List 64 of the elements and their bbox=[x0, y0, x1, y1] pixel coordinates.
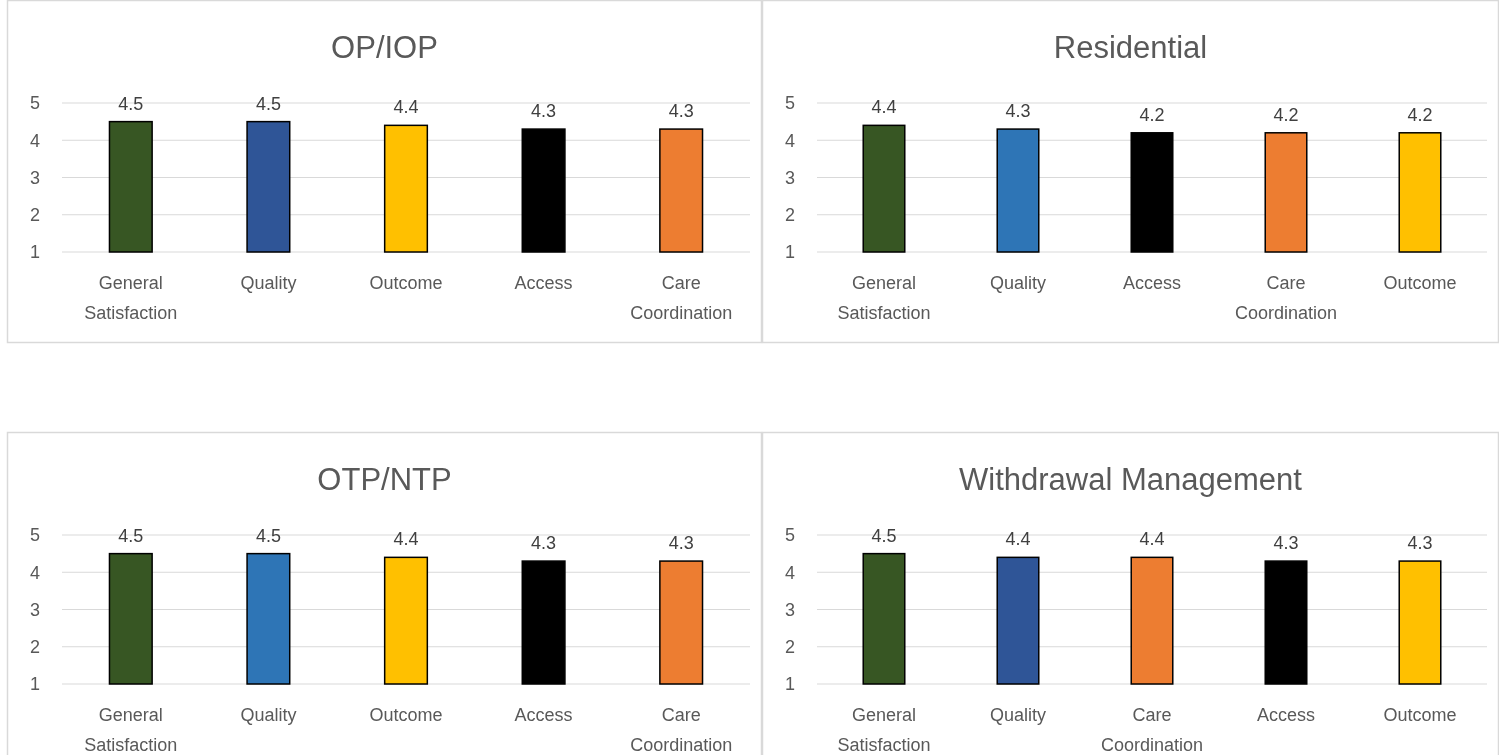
y-tick-label: 2 bbox=[784, 637, 795, 658]
y-tick-label: 4 bbox=[29, 130, 40, 151]
data-label: 4.5 bbox=[118, 525, 144, 546]
x-tick-label: General Satisfaction bbox=[84, 705, 178, 755]
x-tick-label: Outcome bbox=[1383, 705, 1457, 725]
chart-title: Withdrawal Management bbox=[959, 462, 1303, 497]
y-tick-label: 3 bbox=[29, 599, 40, 620]
x-tick-label: Access bbox=[1256, 705, 1316, 725]
x-tick-label: General Satisfaction bbox=[837, 273, 931, 323]
y-tick-label: 1 bbox=[784, 674, 795, 695]
data-label: 4.3 bbox=[531, 533, 557, 554]
y-tick-label: 3 bbox=[784, 599, 795, 620]
y-tick-label: 4 bbox=[784, 562, 795, 583]
y-tick-label: 5 bbox=[784, 93, 795, 114]
data-label: 4.5 bbox=[871, 525, 897, 546]
x-tick-label: Access bbox=[1122, 273, 1182, 293]
data-label: 4.3 bbox=[1005, 101, 1031, 122]
data-label: 4.4 bbox=[1005, 529, 1031, 550]
data-label: 4.3 bbox=[1273, 533, 1299, 554]
data-label: 4.2 bbox=[1273, 104, 1299, 125]
y-tick-label: 2 bbox=[29, 205, 40, 226]
x-tick-label: General Satisfaction bbox=[837, 705, 931, 755]
y-tick-label: 1 bbox=[29, 242, 40, 263]
x-tick-label: Quality bbox=[240, 705, 297, 725]
y-tick-label: 4 bbox=[29, 562, 40, 583]
y-tick-label: 5 bbox=[29, 93, 40, 114]
x-tick-label: Quality bbox=[989, 273, 1047, 293]
x-tick-label: Care Coordination bbox=[1234, 273, 1338, 323]
data-label: 4.5 bbox=[255, 93, 281, 114]
data-label: 4.2 bbox=[1139, 104, 1165, 125]
data-label: 4.5 bbox=[255, 525, 281, 546]
data-label: 4.4 bbox=[871, 97, 897, 118]
y-tick-label: 5 bbox=[29, 525, 40, 546]
data-label: 4.4 bbox=[393, 529, 419, 550]
x-tick-label: Outcome bbox=[369, 273, 443, 293]
x-tick-label: Outcome bbox=[1383, 273, 1457, 293]
data-label: 4.4 bbox=[1139, 529, 1165, 550]
y-tick-label: 1 bbox=[784, 242, 795, 263]
x-tick-label: Quality bbox=[240, 273, 297, 293]
x-tick-label: Quality bbox=[989, 705, 1047, 725]
y-tick-label: 2 bbox=[29, 637, 40, 658]
data-label: 4.3 bbox=[668, 101, 694, 122]
x-tick-label: General Satisfaction bbox=[84, 273, 178, 323]
chart-title: Residential bbox=[1053, 30, 1208, 65]
x-tick-label: Care Coordination bbox=[1100, 705, 1204, 755]
chart-title: OP/IOP bbox=[331, 30, 438, 65]
data-label: 4.3 bbox=[668, 533, 694, 554]
chart-title: OTP/NTP bbox=[317, 462, 452, 497]
data-label: 4.4 bbox=[393, 97, 419, 118]
x-tick-label: Care Coordination bbox=[630, 273, 733, 323]
y-tick-label: 2 bbox=[784, 205, 795, 226]
y-tick-label: 4 bbox=[784, 130, 795, 151]
y-tick-label: 3 bbox=[29, 167, 40, 188]
data-label: 4.2 bbox=[1407, 104, 1433, 125]
data-label: 4.5 bbox=[118, 93, 144, 114]
y-tick-label: 1 bbox=[29, 674, 40, 695]
x-tick-label: Care Coordination bbox=[630, 705, 733, 755]
x-tick-label: Outcome bbox=[369, 705, 443, 725]
y-tick-label: 5 bbox=[784, 525, 795, 546]
x-tick-label: Access bbox=[514, 273, 573, 293]
data-label: 4.3 bbox=[1407, 533, 1433, 554]
x-tick-label: Access bbox=[514, 705, 573, 725]
y-tick-label: 3 bbox=[784, 167, 795, 188]
data-label: 4.3 bbox=[531, 101, 557, 122]
